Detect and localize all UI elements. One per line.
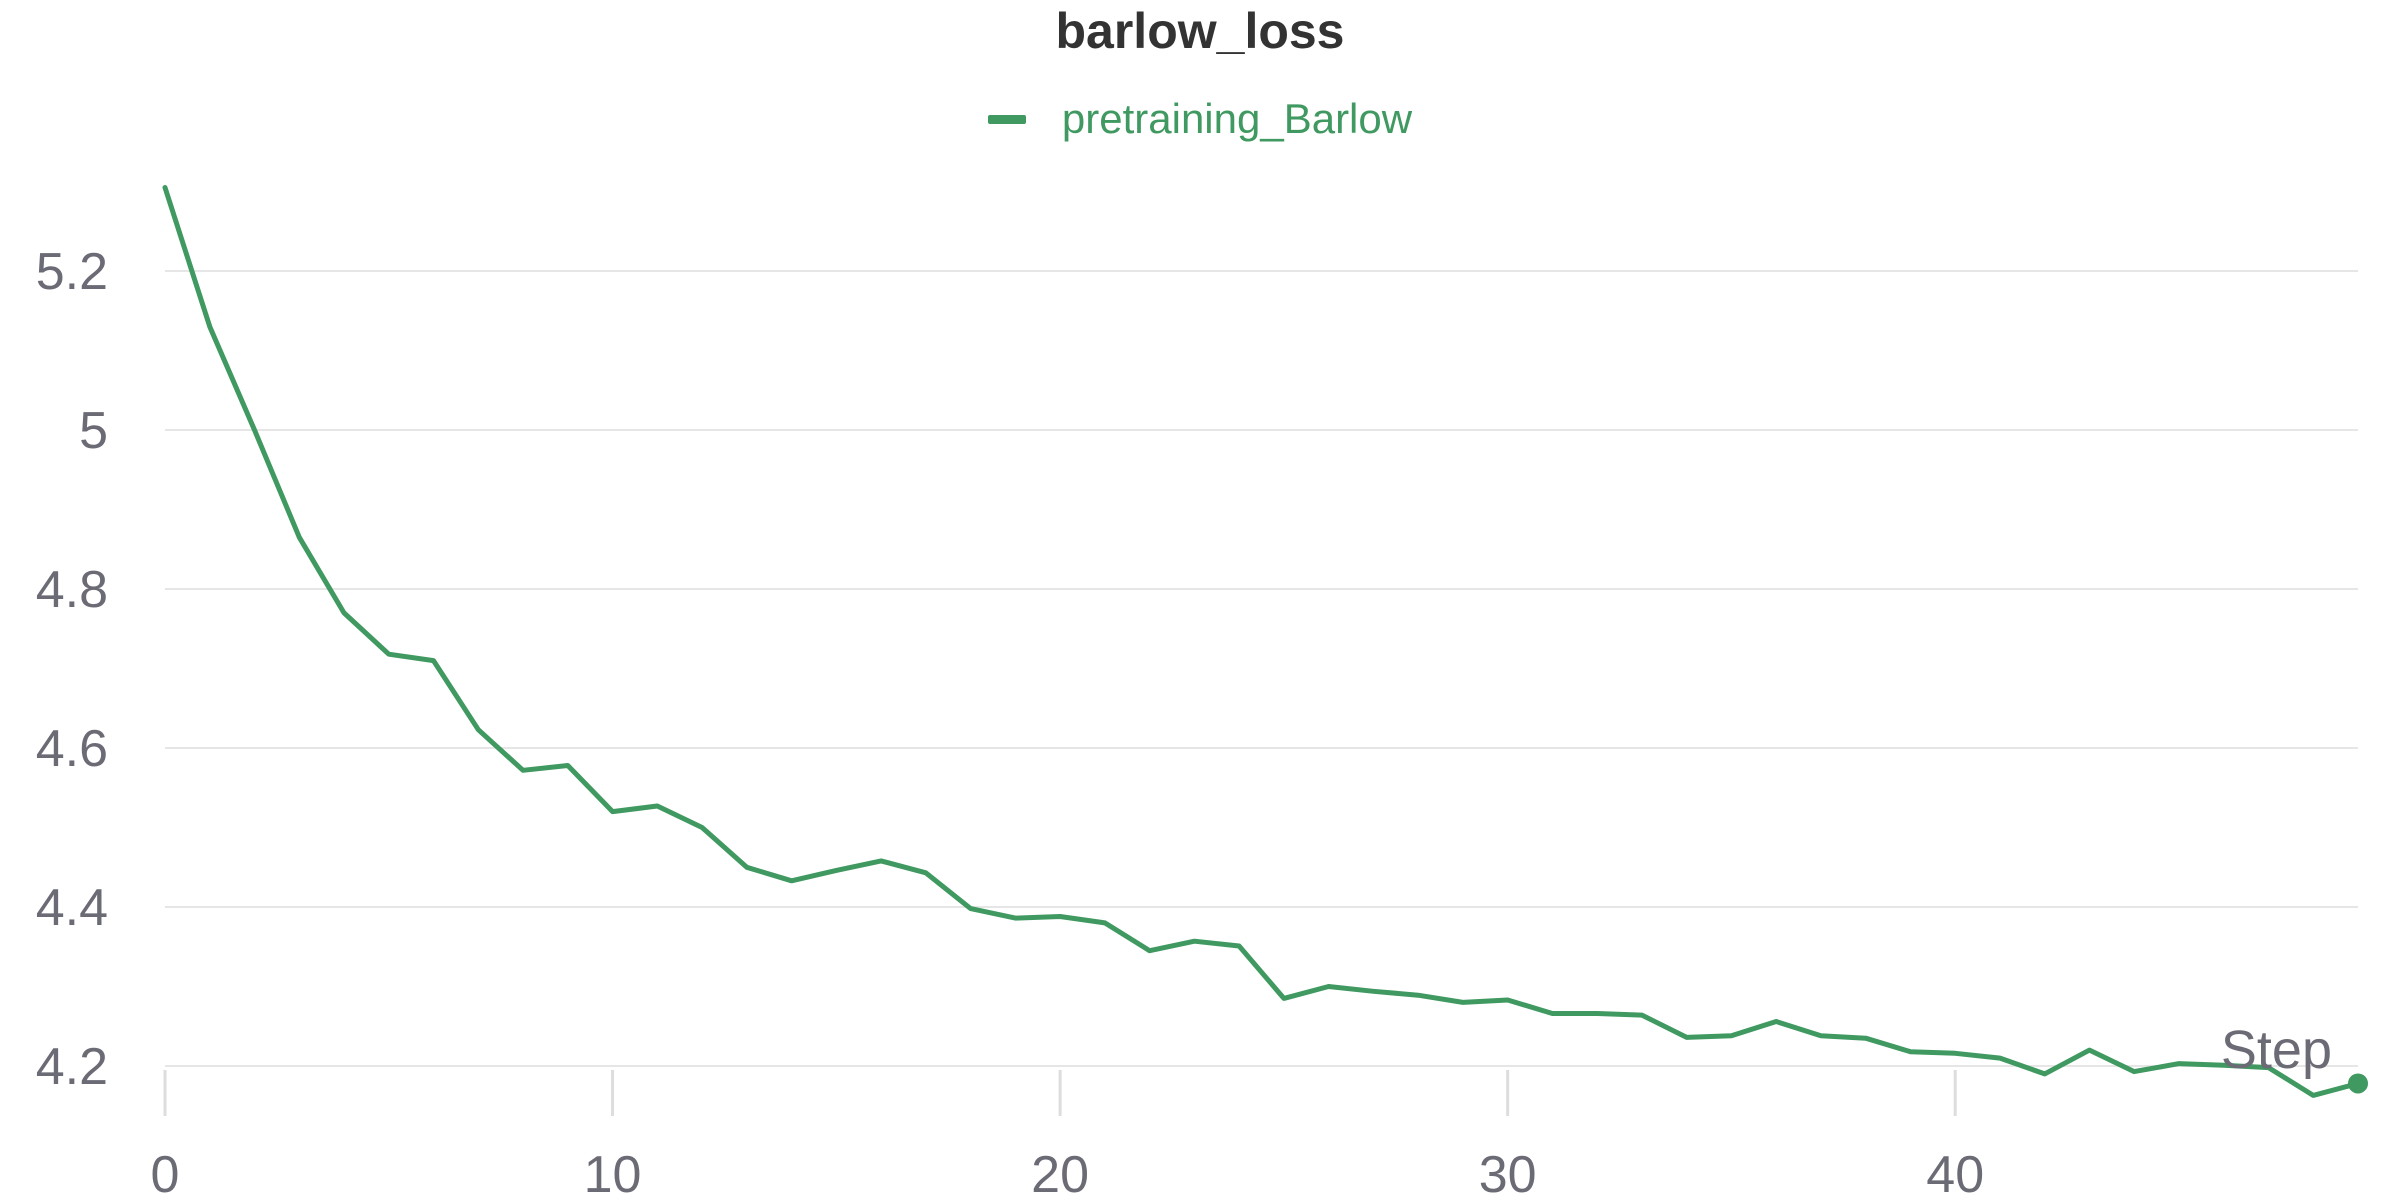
x-tick-label: 20 [1031, 1146, 1089, 1200]
y-tick-label: 4.4 [36, 879, 108, 937]
legend: pretraining_Barlow [0, 95, 2400, 143]
chart-title: barlow_loss [1055, 3, 1345, 59]
y-tick-label: 4.6 [36, 720, 108, 778]
series-endpoint [2348, 1073, 2368, 1094]
y-tick-label: 5 [79, 402, 108, 460]
x-tick-label: 40 [1926, 1146, 1984, 1200]
x-tick-label: 30 [1479, 1146, 1537, 1200]
legend-label: pretraining_Barlow [1061, 95, 1413, 142]
x-tick-label: 0 [151, 1146, 180, 1200]
y-tick-label: 5.2 [36, 243, 108, 301]
y-tick-label: 4.2 [36, 1038, 108, 1096]
x-axis-label: Step [2221, 1020, 2332, 1080]
legend-item-pretraining-barlow[interactable]: pretraining_Barlow [987, 95, 1413, 143]
series-line [162, 185, 2361, 1098]
x-tick-label: 10 [584, 1146, 642, 1200]
legend-swatch [987, 114, 1026, 124]
y-tick-label: 4.8 [36, 561, 108, 619]
